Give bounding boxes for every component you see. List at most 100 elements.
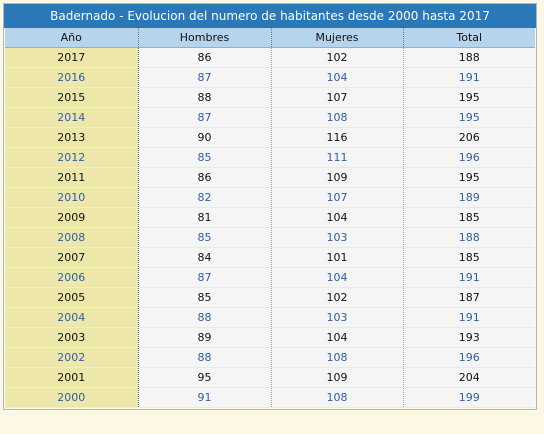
cell-year: 2006 [5, 267, 139, 288]
cell-mujeres: 108 [271, 107, 404, 128]
table-row: 2003 89 104 193 [5, 327, 535, 348]
cell-mujeres: 102 [271, 47, 404, 68]
cell-total: 195 [403, 87, 535, 108]
cell-total: 195 [403, 107, 535, 128]
column-header-total: Total [403, 28, 535, 48]
cell-mujeres: 104 [271, 327, 404, 348]
cell-total: 185 [403, 247, 535, 268]
column-header-mujeres: Mujeres [271, 28, 404, 48]
table-header-row: Año Hombres Mujeres Total [5, 28, 535, 48]
table-row: 2013 90 116 206 [5, 127, 535, 148]
cell-year: 2017 [5, 47, 139, 68]
cell-mujeres: 107 [271, 187, 404, 208]
cell-mujeres: 103 [271, 307, 404, 328]
cell-year: 2002 [5, 347, 139, 368]
cell-hombres: 88 [138, 87, 272, 108]
cell-mujeres: 107 [271, 87, 404, 108]
cell-year: 2011 [5, 167, 139, 188]
cell-hombres: 88 [138, 347, 272, 368]
cell-year: 2009 [5, 207, 139, 228]
cell-total: 196 [403, 347, 535, 368]
cell-hombres: 87 [138, 67, 272, 88]
cell-mujeres: 109 [271, 367, 404, 388]
cell-year: 2016 [5, 67, 139, 88]
cell-year: 2003 [5, 327, 139, 348]
cell-mujeres: 103 [271, 227, 404, 248]
table-row: 2000 91 108 199 [5, 387, 535, 408]
table-row: 2010 82 107 189 [5, 187, 535, 208]
cell-total: 188 [403, 47, 535, 68]
cell-year: 2001 [5, 367, 139, 388]
table-title: Badernado - Evolucion del numero de habi… [4, 4, 536, 28]
cell-hombres: 84 [138, 247, 272, 268]
cell-mujeres: 104 [271, 67, 404, 88]
cell-hombres: 81 [138, 207, 272, 228]
cell-year: 2000 [5, 387, 139, 408]
cell-mujeres: 111 [271, 147, 404, 168]
cell-hombres: 85 [138, 287, 272, 308]
cell-mujeres: 108 [271, 347, 404, 368]
cell-hombres: 85 [138, 227, 272, 248]
table-row: 2015 88 107 195 [5, 87, 535, 108]
cell-year: 2014 [5, 107, 139, 128]
population-table-panel: Badernado - Evolucion del numero de habi… [3, 3, 537, 410]
cell-total: 196 [403, 147, 535, 168]
cell-total: 187 [403, 287, 535, 308]
cell-year: 2010 [5, 187, 139, 208]
cell-total: 188 [403, 227, 535, 248]
cell-hombres: 88 [138, 307, 272, 328]
cell-mujeres: 104 [271, 207, 404, 228]
cell-year: 2012 [5, 147, 139, 168]
cell-total: 185 [403, 207, 535, 228]
table-body: 2017 86 102 188 2016 87 104 191 2015 88 107 195 2014… [5, 47, 535, 408]
table-row: 2017 86 102 188 [5, 47, 535, 68]
cell-total: 191 [403, 307, 535, 328]
cell-mujeres: 109 [271, 167, 404, 188]
cell-mujeres: 102 [271, 287, 404, 308]
cell-year: 2004 [5, 307, 139, 328]
cell-year: 2008 [5, 227, 139, 248]
cell-total: 189 [403, 187, 535, 208]
cell-total: 191 [403, 267, 535, 288]
table-row: 2004 88 103 191 [5, 307, 535, 328]
cell-hombres: 87 [138, 107, 272, 128]
population-table: Año Hombres Mujeres Total 2017 86 102 188 20… [5, 28, 535, 408]
cell-total: 199 [403, 387, 535, 408]
table-row: 2002 88 108 196 [5, 347, 535, 368]
cell-year: 2005 [5, 287, 139, 308]
table-row: 2016 87 104 191 [5, 67, 535, 88]
table-row: 2006 87 104 191 [5, 267, 535, 288]
cell-total: 191 [403, 67, 535, 88]
table-row: 2005 85 102 187 [5, 287, 535, 308]
cell-year: 2007 [5, 247, 139, 268]
cell-mujeres: 104 [271, 267, 404, 288]
cell-hombres: 86 [138, 47, 272, 68]
column-header-year: Año [5, 28, 139, 48]
table-row: 2007 84 101 185 [5, 247, 535, 268]
cell-total: 206 [403, 127, 535, 148]
cell-mujeres: 108 [271, 387, 404, 408]
cell-hombres: 95 [138, 367, 272, 388]
cell-mujeres: 101 [271, 247, 404, 268]
table-row: 2012 85 111 196 [5, 147, 535, 168]
cell-hombres: 86 [138, 167, 272, 188]
cell-year: 2015 [5, 87, 139, 108]
cell-hombres: 91 [138, 387, 272, 408]
table-row: 2009 81 104 185 [5, 207, 535, 228]
table-row: 2011 86 109 195 [5, 167, 535, 188]
cell-total: 195 [403, 167, 535, 188]
column-header-hombres: Hombres [138, 28, 272, 48]
cell-hombres: 85 [138, 147, 272, 168]
cell-year: 2013 [5, 127, 139, 148]
cell-hombres: 87 [138, 267, 272, 288]
cell-hombres: 90 [138, 127, 272, 148]
table-row: 2008 85 103 188 [5, 227, 535, 248]
cell-total: 193 [403, 327, 535, 348]
cell-hombres: 82 [138, 187, 272, 208]
table-row: 2001 95 109 204 [5, 367, 535, 388]
cell-mujeres: 116 [271, 127, 404, 148]
table-row: 2014 87 108 195 [5, 107, 535, 128]
cell-hombres: 89 [138, 327, 272, 348]
cell-total: 204 [403, 367, 535, 388]
